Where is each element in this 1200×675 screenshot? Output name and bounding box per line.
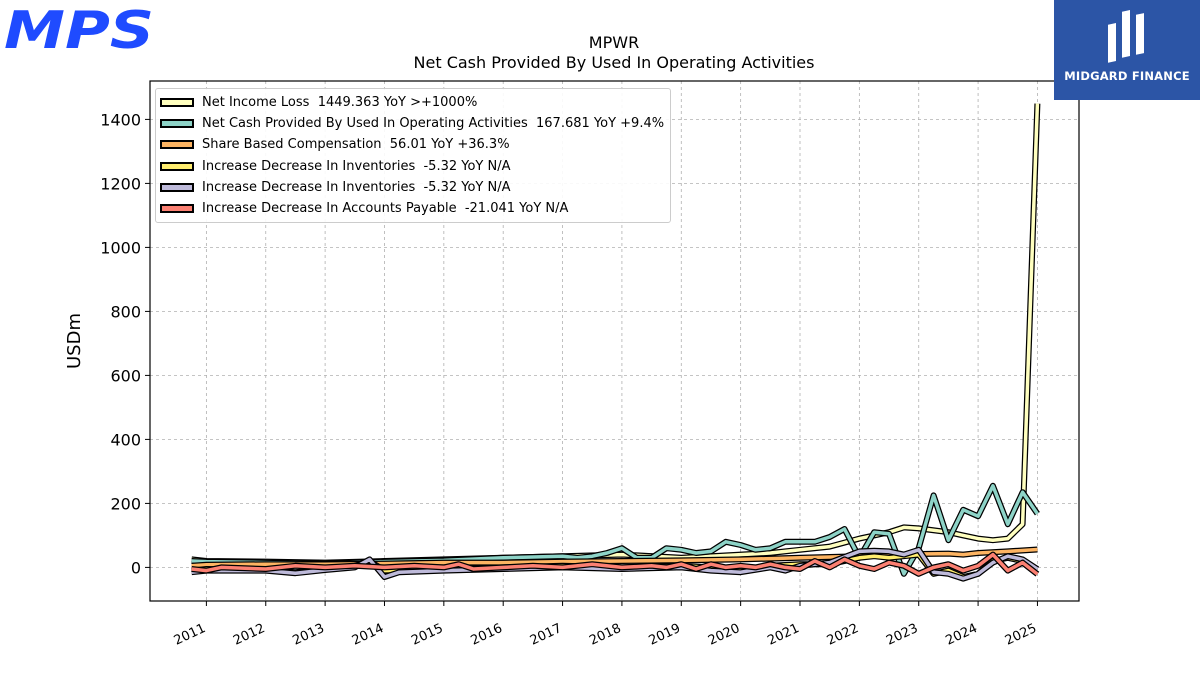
legend-item: Increase Decrease In Inventories -5.32 Y… <box>160 156 664 177</box>
legend-label: Net Income Loss 1449.363 YoY >+1000% <box>202 95 478 111</box>
legend: Net Income Loss 1449.363 YoY >+1000% Net … <box>155 88 672 224</box>
series-line <box>191 484 1039 576</box>
chart-subtitle: Net Cash Provided By Used In Operating A… <box>414 53 815 72</box>
series-layer <box>191 103 1041 582</box>
x-tick-label: 2016 <box>469 621 505 649</box>
plot-frame <box>149 80 1080 602</box>
legend-item: Increase Decrease In Inventories -5.32 Y… <box>160 177 664 198</box>
y-tick-label: 1200 <box>100 174 141 193</box>
x-tick-label: 2019 <box>647 621 683 649</box>
x-tick-label: 2017 <box>528 621 564 649</box>
series-line <box>191 552 1039 576</box>
legend-swatch <box>160 161 194 171</box>
y-tick-label: 0 <box>131 558 141 577</box>
y-tick-label: 400 <box>110 430 141 449</box>
legend-item: Net Cash Provided By Used In Operating A… <box>160 113 664 134</box>
legend-label: Increase Decrease In Inventories -5.32 Y… <box>202 179 511 195</box>
x-tick-label: 2015 <box>409 621 445 649</box>
partner-logo-icon <box>1108 10 1144 63</box>
x-tick-label: 2014 <box>350 621 386 649</box>
legend-label: Net Cash Provided By Used In Operating A… <box>202 116 665 132</box>
legend-swatch <box>160 182 194 192</box>
x-tick-label: 2022 <box>825 621 861 649</box>
legend-label: Increase Decrease In Accounts Payable -2… <box>202 201 569 217</box>
x-axis: 2011 2012 2013 2014 2015 2016 2017 2018 2019 2020… <box>172 601 1039 649</box>
chart-title: MPWR <box>589 33 639 52</box>
x-tick-label: 2011 <box>172 621 208 649</box>
series-1 <box>191 482 1040 577</box>
legend-item: Increase Decrease In Accounts Payable -2… <box>160 198 664 219</box>
partner-badge: MIDGARD FINANCE <box>1054 0 1200 100</box>
legend-swatch <box>160 204 194 214</box>
x-tick-label: 2012 <box>231 621 267 649</box>
legend-label: Share Based Compensation 56.01 YoY +36.3… <box>202 137 510 153</box>
legend-swatch <box>160 119 194 129</box>
series-5 <box>191 551 1040 577</box>
y-tick-label: 1400 <box>100 110 141 129</box>
partner-name: MIDGARD FINANCE <box>1064 69 1190 83</box>
y-tick-label: 800 <box>110 302 141 321</box>
x-tick-label: 2023 <box>884 621 920 649</box>
legend-swatch <box>160 140 194 150</box>
legend-swatch <box>160 98 194 108</box>
brand-logo-text: MPS <box>4 5 154 51</box>
x-tick-label: 2020 <box>706 621 742 649</box>
x-tick-label: 2024 <box>943 621 979 649</box>
y-tick-label: 600 <box>110 366 141 385</box>
y-tick-label: 1000 <box>100 238 141 257</box>
x-tick-label: 2018 <box>587 621 623 649</box>
brand-logo: MPS <box>4 5 154 51</box>
x-tick-label: 2021 <box>765 621 801 649</box>
legend-item: Share Based Compensation 56.01 YoY +36.3… <box>160 134 664 155</box>
y-axis-label: USDm <box>64 313 85 369</box>
y-axis: 0 200 400 600 800 1000 1200 1400 <box>100 110 150 577</box>
legend-item: Net Income Loss 1449.363 YoY >+1000% <box>160 92 664 113</box>
y-tick-label: 200 <box>110 494 141 513</box>
x-tick-label: 2013 <box>290 621 326 649</box>
x-tick-label: 2025 <box>1003 621 1039 649</box>
legend-label: Increase Decrease In Inventories -5.32 Y… <box>202 158 511 174</box>
